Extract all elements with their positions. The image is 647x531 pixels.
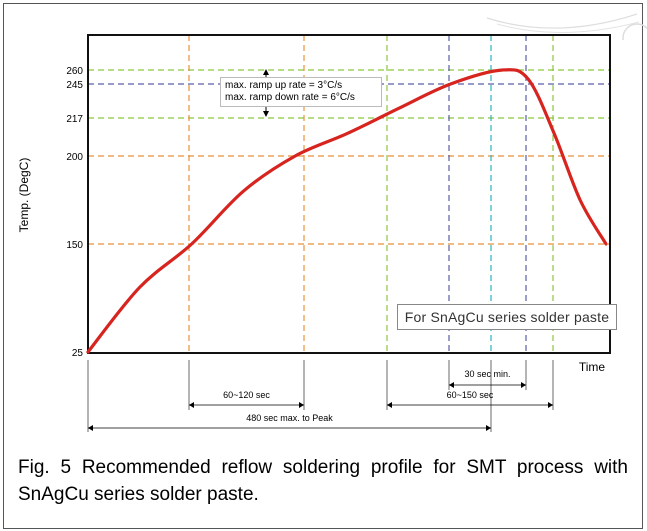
profile-curve xyxy=(86,68,608,354)
watermark-logo xyxy=(467,0,647,40)
y-tick-245: 245 xyxy=(66,80,83,91)
interval-480-label: 480 sec max. to Peak xyxy=(246,413,333,423)
y-axis-label: Temp. (DegC) xyxy=(17,158,31,233)
y-tick-200: 200 xyxy=(66,152,83,163)
profile-curve-layer xyxy=(86,68,608,354)
interval-480-arrow-left xyxy=(88,425,93,431)
interval-30sec-arrow-left xyxy=(449,382,454,388)
ramp-rate-note: max. ramp up rate = 3°C/s max. ramp down… xyxy=(220,77,382,107)
series-note-text: For SnAgCu series solder paste xyxy=(404,309,610,325)
interval-30sec-arrow-right xyxy=(521,382,526,388)
interval-60-120-arrow-left xyxy=(189,402,194,408)
interval-480-arrow-right xyxy=(486,425,491,431)
interval-60-150-arrow-left xyxy=(387,402,392,408)
y-tick-labels: 25 150 200 217 245 260 xyxy=(66,66,83,359)
ramp-down-rate-text: max. ramp down rate = 6°C/s xyxy=(225,92,355,103)
interval-60-120-label: 60~120 sec xyxy=(223,390,270,400)
interval-60-150-arrow-right xyxy=(548,402,553,408)
y-tick-260: 260 xyxy=(66,66,83,77)
series-note-box: For SnAgCu series solder paste xyxy=(397,304,617,330)
ramp-up-rate-text: max. ramp up rate = 3°C/s xyxy=(225,80,343,91)
y-tick-217: 217 xyxy=(66,114,83,125)
y-tick-150: 150 xyxy=(66,240,83,251)
interval-annotations: 30 sec min. 60~120 sec 60~150 sec 480 sec m… xyxy=(87,360,554,432)
figure-caption: Fig. 5 Recommended reflow soldering prof… xyxy=(18,457,628,505)
x-axis-label: Time xyxy=(579,360,606,374)
plot-area-frame xyxy=(87,34,611,354)
interval-60-150-label: 60~150 sec xyxy=(447,390,494,400)
interval-60-120-arrow-right xyxy=(299,402,304,408)
interval-30sec-label: 30 sec min. xyxy=(464,369,510,379)
y-tick-25: 25 xyxy=(72,348,84,359)
